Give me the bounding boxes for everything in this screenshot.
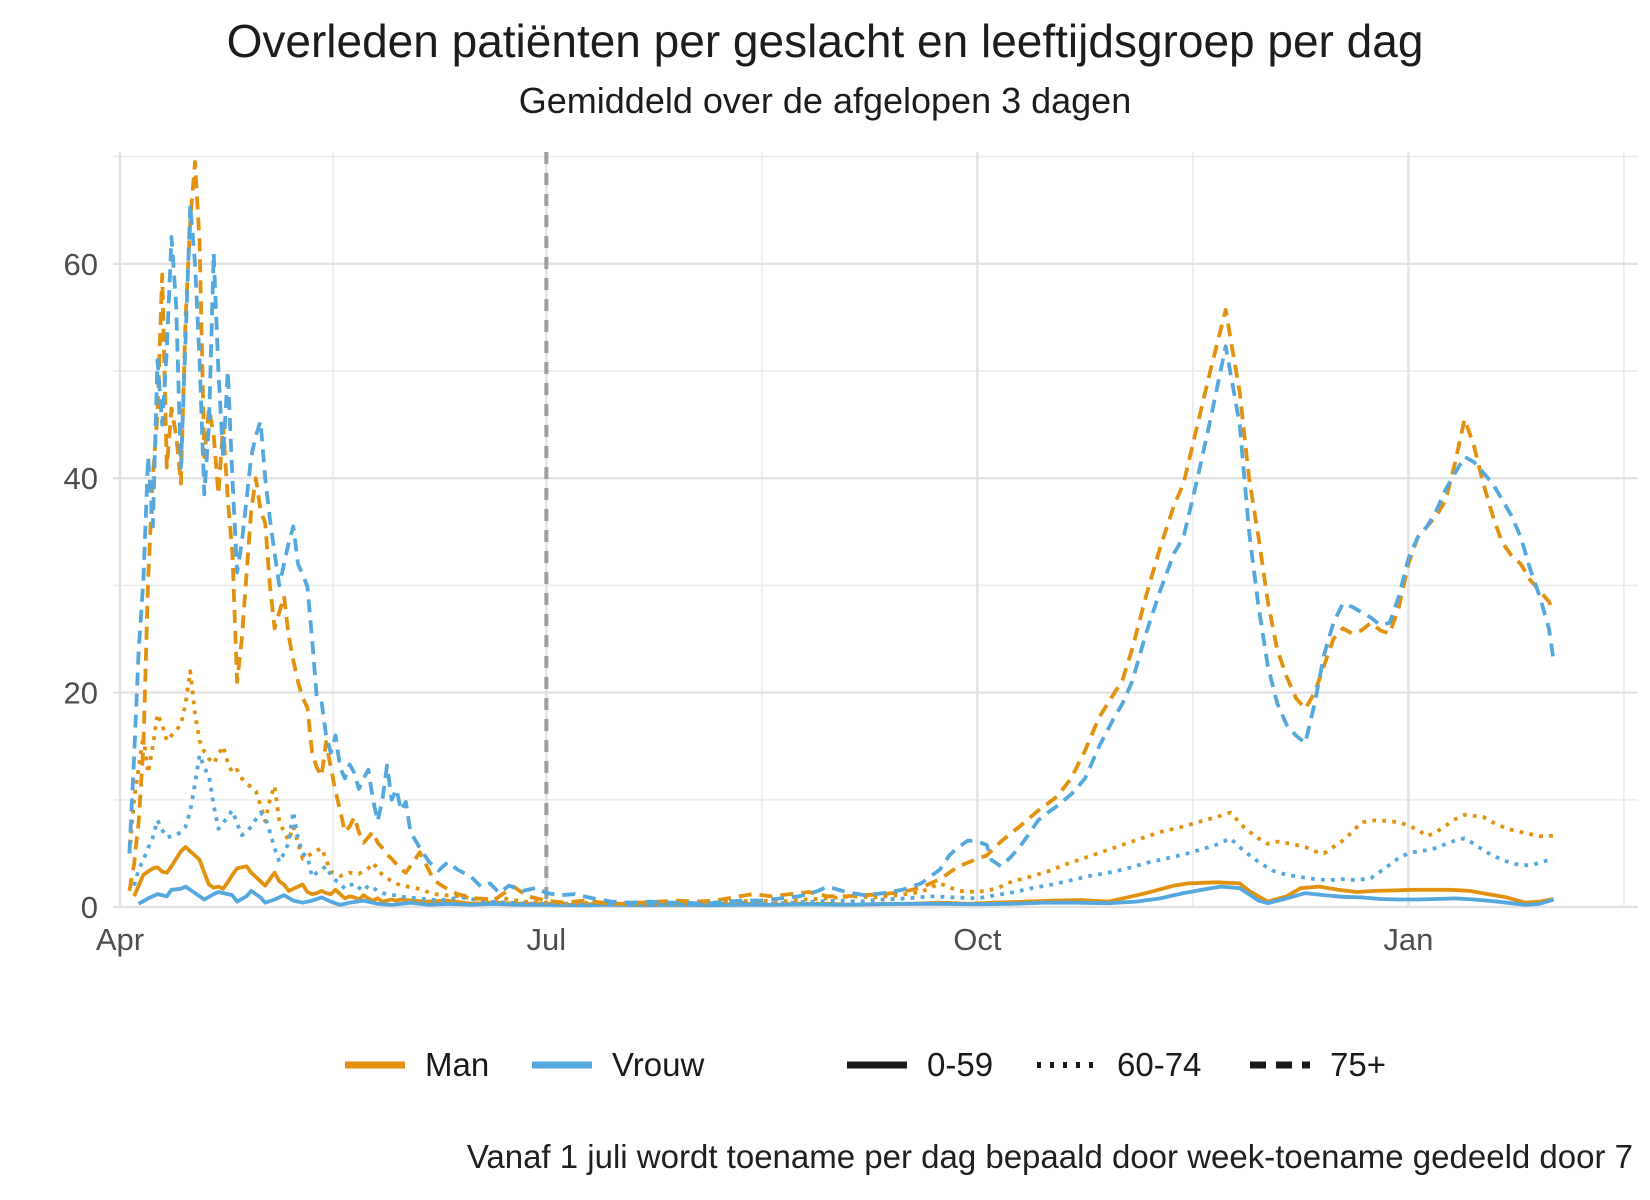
series-man-60-74 bbox=[127, 669, 1554, 907]
chart-subtitle: Gemiddeld over de afgelopen 3 dagen bbox=[518, 80, 1132, 122]
vrouw-color-swatch bbox=[532, 1061, 592, 1069]
series-man-75plus bbox=[127, 160, 1556, 906]
legend-item-age-0-59: 0-59 bbox=[845, 1044, 993, 1086]
svg-text:Oct: Oct bbox=[953, 922, 1002, 957]
legend-label-vrouw: Vrouw bbox=[612, 1046, 705, 1083]
chart-title: Overleden patiënten per geslacht en leef… bbox=[226, 15, 1424, 67]
y-axis-tick-labels: 0 20 40 60 bbox=[64, 247, 98, 925]
series-man-0-59 bbox=[132, 845, 1554, 907]
gridlines-major bbox=[113, 152, 1638, 909]
legend-item-vrouw: Vrouw bbox=[530, 1044, 704, 1086]
legend-label-60-74: 60-74 bbox=[1117, 1046, 1202, 1083]
legend-item-man: Man bbox=[343, 1044, 489, 1086]
data-series-lines bbox=[127, 160, 1556, 908]
title-block: Overleden patiënten per geslacht en leef… bbox=[0, 14, 1650, 122]
svg-text:0: 0 bbox=[81, 890, 98, 925]
legend-label-75plus: 75+ bbox=[1330, 1046, 1386, 1083]
chart-caption: Vanaf 1 juli wordt toename per dag bepaa… bbox=[466, 1138, 1633, 1175]
svg-text:40: 40 bbox=[64, 461, 98, 496]
solid-linetype-swatch bbox=[847, 1061, 907, 1069]
svg-text:Apr: Apr bbox=[96, 922, 144, 957]
svg-text:Jan: Jan bbox=[1383, 922, 1433, 957]
x-axis-tick-labels: Apr Jul Oct Jan bbox=[96, 922, 1433, 957]
svg-text:Jul: Jul bbox=[527, 922, 567, 957]
legend-label-man: Man bbox=[425, 1046, 490, 1083]
legend-item-age-75plus: 75+ bbox=[1248, 1044, 1386, 1086]
series-vrouw-75plus bbox=[127, 202, 1556, 906]
dotted-linetype-swatch bbox=[1037, 1062, 1097, 1068]
legend-item-age-60-74: 60-74 bbox=[1035, 1044, 1201, 1086]
svg-text:60: 60 bbox=[64, 247, 98, 282]
legend-label-0-59: 0-59 bbox=[927, 1046, 994, 1083]
svg-text:20: 20 bbox=[64, 676, 98, 711]
series-vrouw-0-59 bbox=[137, 884, 1555, 908]
series-vrouw-60-74 bbox=[132, 752, 1555, 907]
gridlines-minor bbox=[113, 152, 1638, 908]
dashed-linetype-swatch bbox=[1250, 1061, 1310, 1069]
man-color-swatch bbox=[345, 1061, 405, 1069]
